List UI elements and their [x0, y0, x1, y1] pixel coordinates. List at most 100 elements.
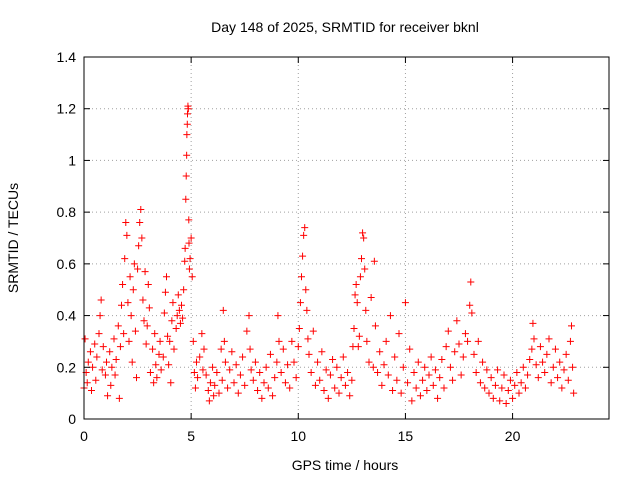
data-point [271, 374, 279, 382]
data-point [224, 384, 232, 392]
data-point [564, 376, 572, 384]
data-point [513, 368, 521, 376]
data-point [302, 286, 310, 294]
data-point [453, 317, 461, 325]
data-point [489, 394, 497, 402]
data-point [184, 105, 192, 113]
data-point [446, 363, 454, 371]
data-point [274, 312, 282, 320]
axis-ticks: 0 0.2 0.4 0.6 0.8 1 1.2 1.4 0 5 10 15 20 [57, 49, 609, 444]
data-point [404, 379, 412, 387]
data-point [246, 345, 254, 353]
data-point [127, 312, 135, 320]
data-point [161, 288, 169, 296]
data-point [442, 343, 450, 351]
data-point [91, 340, 99, 348]
data-point [500, 371, 508, 379]
data-point [277, 368, 285, 376]
data-point [107, 381, 115, 389]
data-point [298, 273, 305, 281]
data-point [410, 368, 418, 376]
y-axis-label: SRMTID / TECUs [5, 183, 21, 293]
data-point [191, 384, 199, 392]
data-point [350, 325, 358, 332]
data-point [348, 376, 356, 384]
data-point [81, 335, 89, 343]
data-point [284, 361, 292, 369]
data-point [126, 273, 134, 281]
data-point [89, 363, 97, 371]
data-point [182, 195, 190, 203]
data-point [560, 366, 568, 374]
data-point [120, 330, 128, 338]
data-point [236, 371, 244, 379]
data-point [464, 337, 472, 345]
data-point [96, 312, 104, 320]
data-point [562, 350, 570, 358]
data-point [326, 371, 334, 379]
data-point [483, 366, 491, 374]
data-point [378, 381, 386, 389]
data-point [318, 348, 326, 356]
data-point [279, 345, 287, 353]
data-point [395, 330, 403, 338]
data-point [193, 358, 200, 366]
data-point [339, 353, 347, 361]
data-point [139, 296, 147, 304]
y-tick-label: 0.4 [57, 308, 77, 324]
data-point [356, 273, 364, 281]
data-point [141, 268, 149, 276]
data-point [365, 358, 373, 366]
data-point [304, 335, 312, 343]
data-point [530, 335, 538, 343]
data-point [115, 394, 123, 402]
data-point [429, 381, 437, 389]
data-point [290, 358, 298, 366]
data-point [180, 286, 188, 294]
data-point [262, 363, 270, 371]
data-point [111, 371, 119, 379]
data-point [524, 371, 532, 379]
data-point [83, 379, 91, 387]
data-point [226, 366, 234, 374]
data-point [187, 234, 195, 242]
data-point [412, 384, 420, 392]
data-point [496, 397, 504, 405]
data-point [185, 216, 193, 224]
data-point [389, 387, 397, 395]
data-point [374, 368, 382, 376]
data-point [554, 374, 562, 382]
data-point [359, 229, 367, 237]
data-point [185, 265, 193, 273]
data-point [156, 337, 164, 345]
data-point [467, 278, 475, 286]
y-tick-label: 1 [68, 152, 76, 168]
data-point [536, 343, 544, 351]
data-point [273, 358, 281, 366]
data-point [275, 337, 283, 345]
data-point [309, 327, 317, 335]
data-point [137, 206, 145, 214]
data-point [131, 327, 139, 335]
data-point [189, 337, 197, 345]
data-point [299, 252, 307, 260]
data-point [498, 384, 506, 392]
data-point [92, 376, 100, 384]
data-point [124, 299, 132, 307]
data-point [311, 381, 319, 389]
data-point [399, 363, 407, 371]
data-point [506, 376, 514, 384]
data-point [472, 368, 480, 376]
data-point [556, 358, 564, 366]
data-point [145, 304, 153, 312]
data-point [172, 325, 180, 332]
chart-title: Day 148 of 2025, SRMTID for receiver bkn… [211, 19, 479, 35]
data-point [549, 363, 557, 371]
data-point [470, 350, 478, 358]
data-points [80, 102, 578, 407]
y-tick-label: 0.6 [57, 256, 77, 272]
data-point [245, 312, 253, 320]
x-tick-label: 20 [505, 428, 521, 444]
data-point [534, 374, 542, 382]
data-point [397, 389, 405, 397]
